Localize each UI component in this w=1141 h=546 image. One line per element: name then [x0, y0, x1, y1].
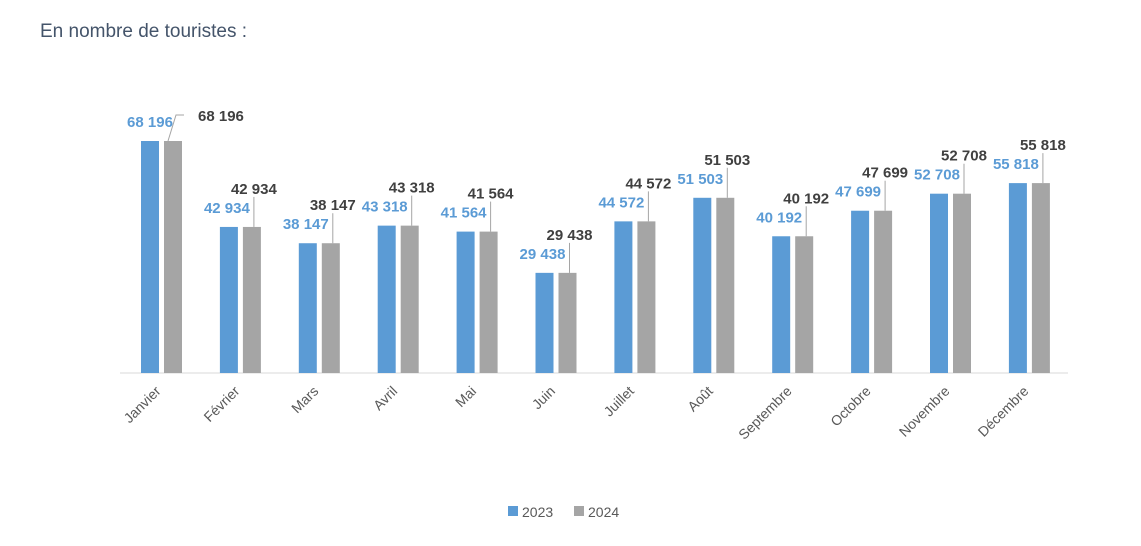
data-label-2024: 43 318 — [389, 180, 435, 197]
bar-2024-11 — [1031, 183, 1050, 373]
bar-2024-5 — [558, 272, 577, 373]
legend-label-2023: 2023 — [522, 504, 553, 520]
data-label-2024: 29 438 — [547, 227, 593, 244]
bar-2023-9 — [851, 210, 870, 373]
data-label-2024: 40 192 — [783, 190, 829, 207]
bar-2023-3 — [377, 225, 396, 373]
x-tick-label: Avril — [370, 383, 400, 413]
legend-label-2024: 2024 — [588, 504, 619, 520]
data-label-2023: 55 818 — [993, 156, 1039, 173]
x-tick-label: Février — [200, 383, 242, 425]
bar-2024-3 — [400, 225, 419, 373]
data-label-2024: 42 934 — [231, 181, 278, 198]
data-label-2023: 52 708 — [914, 167, 960, 184]
bar-2023-0 — [141, 141, 159, 373]
bar-2023-11 — [1008, 183, 1027, 373]
data-label-2024: 47 699 — [862, 165, 908, 182]
data-label-2023: 51 503 — [677, 171, 723, 188]
x-tick-label: Octobre — [827, 383, 874, 430]
bar-2023-2 — [298, 243, 317, 373]
x-tick-label: Juin — [529, 383, 558, 412]
data-label-2024: 51 503 — [704, 152, 750, 169]
bar-2024-4 — [479, 231, 498, 373]
bar-2023-6 — [614, 221, 633, 373]
x-tick-label: Novembre — [896, 383, 953, 440]
bar-2024-8 — [795, 236, 814, 373]
data-label-2023: 42 934 — [204, 200, 251, 217]
data-label-2024: 52 708 — [941, 148, 987, 165]
data-label-2023: 47 699 — [835, 184, 881, 201]
x-tick-label: Décembre — [975, 383, 1032, 440]
data-label-2024: 41 564 — [468, 186, 515, 203]
data-label-2023: 68 196 — [127, 114, 173, 131]
x-tick-label: Août — [684, 383, 716, 415]
x-tick-label: Mars — [288, 383, 321, 416]
bar-2024-1 — [242, 226, 261, 373]
legend-swatch-2023 — [508, 506, 518, 516]
data-label-2024: 68 196 — [198, 108, 244, 125]
x-tick-label: Mai — [452, 383, 479, 410]
bar-2024-9 — [874, 210, 893, 373]
bar-2023-4 — [456, 231, 475, 373]
data-label-2023: 43 318 — [362, 199, 408, 216]
bar-2024-6 — [637, 221, 656, 373]
x-tick-label: Juillet — [600, 383, 637, 420]
bar-2024-0 — [164, 141, 182, 373]
bar-2024-2 — [321, 243, 340, 373]
leader-line — [167, 114, 184, 142]
bar-2023-8 — [772, 236, 791, 373]
data-label-2023: 29 438 — [520, 246, 566, 263]
bar-2023-10 — [930, 193, 948, 373]
x-tick-label: Janvier — [120, 383, 163, 426]
x-tick-label: Septembre — [735, 383, 795, 443]
bar-2024-7 — [716, 197, 735, 373]
data-label-2024: 44 572 — [625, 175, 671, 192]
bar-2023-5 — [535, 272, 554, 373]
data-label-2024: 55 818 — [1020, 137, 1066, 154]
chart-title: En nombre de touristes : — [40, 21, 247, 42]
data-label-2023: 41 564 — [441, 205, 488, 222]
bar-2023-7 — [693, 197, 712, 373]
legend-swatch-2024 — [574, 506, 584, 516]
data-label-2023: 38 147 — [283, 216, 329, 233]
data-label-2024: 38 147 — [310, 197, 356, 214]
bar-2024-10 — [953, 193, 971, 373]
data-label-2023: 40 192 — [756, 209, 802, 226]
data-label-2023: 44 572 — [598, 194, 644, 211]
bar-2023-1 — [219, 226, 238, 373]
